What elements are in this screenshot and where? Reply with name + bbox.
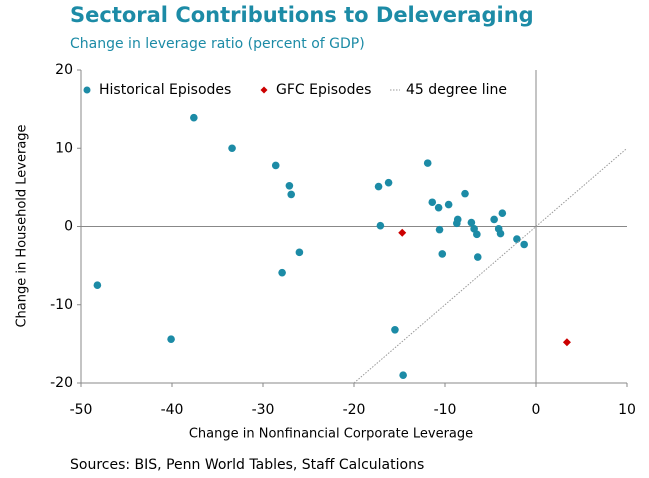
point [562,338,571,347]
legend-label: Historical Episodes [99,82,231,98]
x-tick-label: 10 [618,402,636,418]
x-axis-label: Change in Nonfinancial Corporate Leverag… [189,427,473,442]
point [384,178,393,187]
y-tick-label: 20 [55,62,73,78]
point [93,281,102,289]
point [444,200,453,209]
y-tick-label: 0 [64,219,73,235]
x-tick-label: -10 [434,402,457,418]
point [376,221,385,230]
point [285,182,294,190]
point [423,159,432,167]
point [295,248,304,257]
point [490,215,498,224]
point [398,228,407,237]
point [461,189,469,198]
x-tick-label: -40 [161,402,184,418]
point [278,268,286,277]
point [467,218,476,227]
y-tick-label: -10 [50,297,73,313]
point [513,235,521,243]
point [438,250,447,258]
point [167,335,175,343]
point [228,144,236,153]
x-tick-label: -30 [252,402,275,418]
point [435,225,444,234]
point [399,371,407,379]
reference-line [353,147,628,384]
legend-label: 45 degree line [406,82,507,98]
chart-subtitle: Change in leverage ratio (percent of GDP… [70,36,365,52]
point [391,325,399,334]
point [520,240,528,249]
x-tick-label: -20 [343,402,366,418]
legend-swatch [83,86,91,94]
y-axis-label: Change in Household Leverage [15,124,30,327]
y-tick-label: 10 [55,140,73,156]
x-tick-label: 0 [532,402,541,418]
point [496,229,505,238]
point [473,253,482,261]
point [434,203,443,212]
y-tick-label: -20 [50,375,73,391]
point [498,209,507,217]
point [453,219,461,228]
legend-label: GFC Episodes [276,82,371,98]
point [473,230,481,239]
x-tick-label: -50 [70,402,93,418]
point [428,198,437,207]
point [190,113,198,122]
point [271,161,280,170]
source: Sources: BIS, Penn World Tables, Staff C… [70,457,424,473]
point [374,182,383,191]
point [287,190,296,199]
legend-swatch [260,86,268,94]
chart-title: Sectoral Contributions to Deleveraging [70,3,534,27]
